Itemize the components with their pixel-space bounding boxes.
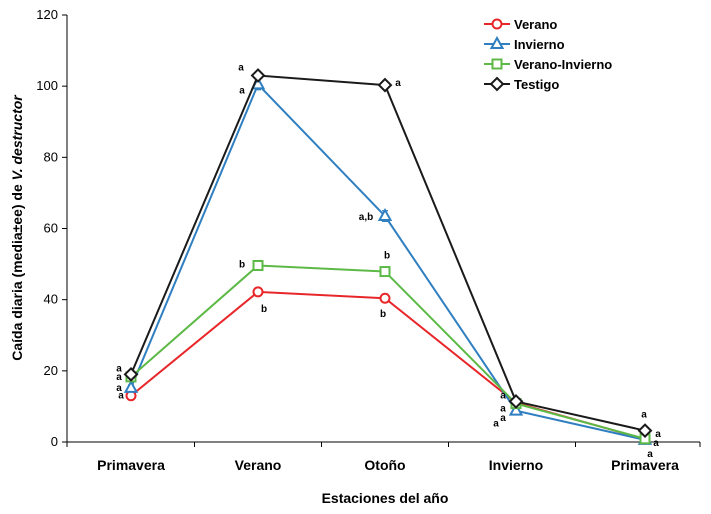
- data-point: [379, 266, 391, 278]
- significance-label: a,b: [359, 212, 373, 223]
- series-group: [123, 68, 653, 445]
- significance-label: a: [500, 404, 506, 415]
- significance-label: a: [238, 62, 244, 73]
- data-point: [252, 260, 264, 272]
- data-point: [508, 402, 524, 416]
- y-axis-title-prefix: Caída diaria (media±ee) de: [9, 180, 25, 360]
- legend-label: Verano: [514, 17, 557, 32]
- significance-label: a: [118, 391, 124, 402]
- legend-marker: [491, 18, 503, 30]
- x-tick-label: Verano: [235, 457, 282, 473]
- x-tick-label: Otoño: [364, 457, 405, 473]
- significance-label: a: [395, 78, 401, 89]
- significance-label: a: [647, 449, 653, 460]
- series-testigo: [123, 68, 653, 439]
- y-tick-label: 80: [44, 149, 58, 164]
- y-tick-label: 0: [51, 434, 58, 449]
- significance-label: b: [380, 309, 386, 320]
- legend-label: Testigo: [514, 77, 559, 92]
- data-point: [637, 423, 653, 439]
- significance-label: a: [641, 410, 647, 421]
- significance-label: b: [239, 260, 245, 271]
- y-axis-title-species: V. destructor: [9, 94, 25, 181]
- legend-marker: [489, 35, 505, 49]
- series-verano-invierno: [125, 260, 651, 445]
- x-axis-title: Estaciones del año: [322, 490, 449, 506]
- y-tick-label: 60: [44, 221, 58, 236]
- data-point: [123, 366, 139, 382]
- legend-marker: [489, 76, 505, 92]
- significance-label: a: [655, 429, 661, 440]
- y-axis-title: Caída diaria (media±ee) de V. destructor: [9, 94, 25, 361]
- legend: Verano Invierno Verano-Invierno Testigo: [484, 17, 612, 92]
- y-tick-label: 100: [36, 78, 58, 93]
- significance-label: a: [500, 413, 506, 424]
- legend-label: Invierno: [514, 37, 565, 52]
- legend-label: Verano-Invierno: [514, 57, 612, 72]
- data-point: [508, 394, 524, 409]
- significance-label: a: [116, 383, 122, 394]
- data-point: [377, 77, 393, 93]
- significance-label: a: [116, 372, 122, 383]
- data-point: [252, 286, 264, 298]
- legend-item: Invierno: [484, 35, 565, 52]
- y-tick-label: 120: [36, 7, 58, 22]
- x-tick-label: Invierno: [489, 457, 543, 473]
- significance-label: a: [239, 85, 245, 96]
- significance-label: a: [500, 390, 506, 401]
- data-point: [250, 68, 266, 83]
- significance-label: a: [493, 419, 499, 430]
- y-tick-label: 40: [44, 292, 58, 307]
- significance-label: a: [653, 438, 659, 449]
- legend-marker: [491, 58, 503, 70]
- series-line: [130, 82, 646, 441]
- y-tick-label: 20: [44, 363, 58, 378]
- x-tick-label: Primavera: [97, 457, 165, 473]
- legend-item: Verano: [484, 17, 557, 32]
- x-tick-label: Primavera: [611, 457, 679, 473]
- legend-item: Testigo: [484, 76, 559, 92]
- axes: 0 20 40 60 80 100 120 Primavera Verano Otoño Invie…: [36, 7, 701, 473]
- significance-label: a: [116, 363, 122, 374]
- data-point: [377, 207, 393, 222]
- significance-label: b: [261, 304, 267, 315]
- data-point: [123, 379, 139, 393]
- significance-label: b: [384, 251, 390, 262]
- data-point: [379, 292, 391, 304]
- legend-item: Verano-Invierno: [484, 57, 612, 72]
